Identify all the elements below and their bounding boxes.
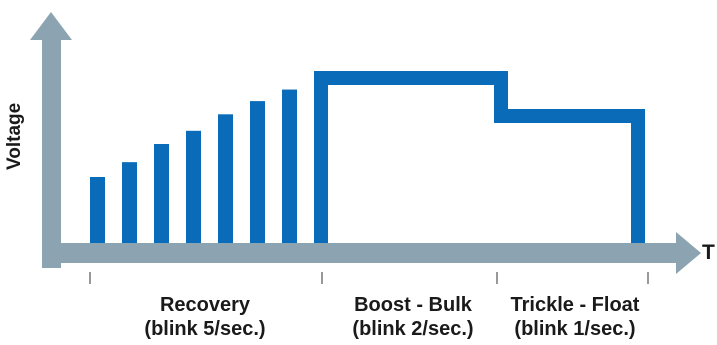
y-axis — [42, 38, 61, 268]
phase-boost-blink: (blink 2/sec.) — [352, 318, 474, 340]
phase-recovery-name: Recovery — [159, 294, 251, 316]
recovery-bar — [218, 114, 233, 243]
y-axis-label: Voltage — [4, 102, 25, 170]
phase-float-label: Trickle - Float (blink 1/sec.) — [500, 293, 650, 341]
phase-recovery-blink: (blink 5/sec.) — [144, 318, 266, 340]
recovery-bar — [122, 162, 137, 243]
phase-recovery-label: Recovery (blink 5/sec.) — [125, 293, 285, 341]
phase-float-name: Trickle - Float — [510, 294, 640, 316]
recovery-bar — [282, 89, 297, 243]
phase-float-blink: (blink 1/sec.) — [514, 318, 636, 340]
recovery-bars — [90, 89, 297, 243]
recovery-bar — [90, 177, 105, 243]
phase-boost-label: Boost - Bulk (blink 2/sec.) — [338, 293, 488, 341]
x-axis-arrowhead — [676, 232, 701, 274]
x-axis-label: T — [702, 241, 715, 264]
x-axis — [42, 243, 682, 263]
y-axis-arrowhead — [30, 12, 72, 40]
recovery-bar — [250, 101, 265, 243]
recovery-bar — [186, 130, 201, 243]
phase-boost-name: Boost - Bulk — [354, 294, 472, 316]
charge-profile-outline — [314, 71, 645, 243]
recovery-bar — [154, 144, 169, 243]
